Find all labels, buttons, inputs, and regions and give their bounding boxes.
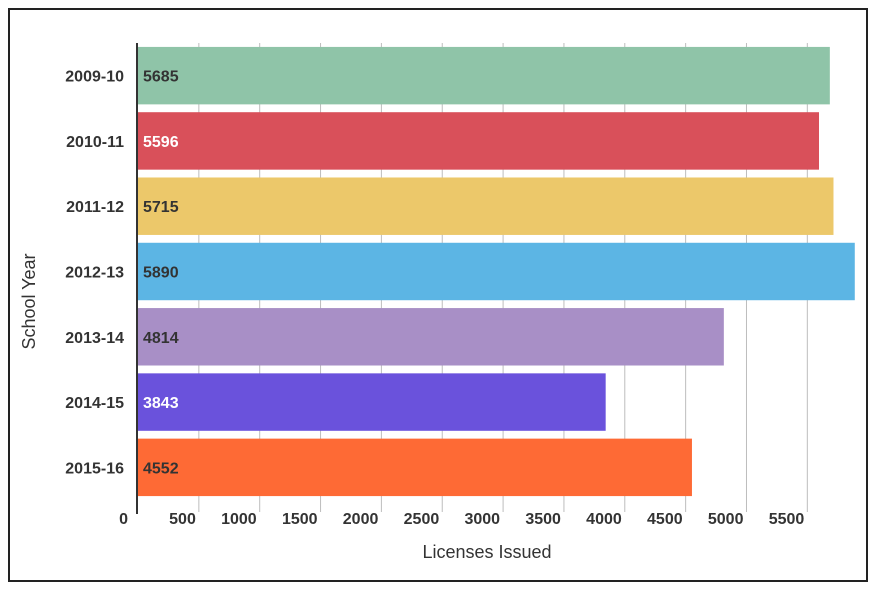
bar [138, 177, 834, 235]
bar [138, 308, 724, 366]
bar-value-label: 4814 [143, 330, 179, 347]
x-tick-label: 4000 [586, 511, 622, 528]
x-tick-label: 2000 [343, 511, 379, 528]
bar [138, 373, 606, 431]
x-tick-label: 1000 [221, 511, 257, 528]
bar-value-labels: 5685 5596 5715 5890 4814 3843 4552 [143, 69, 179, 478]
bar [138, 46, 830, 105]
x-tick-label: 0 [119, 511, 128, 528]
bar-value-label: 5685 [143, 69, 179, 86]
x-tick-label: 3500 [525, 511, 561, 528]
bar-value-label: 5596 [143, 134, 179, 151]
category-label: 2010-11 [66, 134, 124, 151]
x-tick-label: 5500 [769, 511, 805, 528]
bars [138, 46, 855, 497]
category-label: 2015-16 [65, 460, 124, 477]
bar [138, 438, 692, 497]
bar-value-label: 5890 [143, 265, 179, 282]
x-tick-label: 5000 [708, 511, 744, 528]
x-tick-label: 2500 [404, 511, 440, 528]
y-axis-title: School Year [19, 253, 39, 349]
category-label: 2011-12 [66, 199, 124, 216]
category-label: 2013-14 [65, 330, 124, 347]
bar-value-label: 5715 [143, 199, 179, 216]
chart-frame: 5685 5596 5715 5890 4814 3843 4552 2009-10 2010… [8, 8, 868, 582]
x-tick-label: 500 [169, 511, 196, 528]
x-tick-label: 3000 [464, 511, 500, 528]
category-label: 2014-15 [65, 395, 124, 412]
bar-chart: 5685 5596 5715 5890 4814 3843 4552 2009-10 2010… [19, 43, 855, 562]
category-label: 2009-10 [65, 69, 124, 86]
bar [138, 242, 855, 301]
bar-value-label: 4552 [143, 460, 179, 477]
x-tick-labels: 0 500 1000 1500 2000 2500 3000 3500 4000 4500 5000… [119, 511, 804, 528]
x-tick-label: 1500 [282, 511, 318, 528]
x-tick-label: 4500 [647, 511, 683, 528]
x-axis-title: Licenses Issued [422, 542, 551, 562]
bar-value-label: 3843 [143, 395, 179, 412]
category-labels: 2009-10 2010-11 2011-12 2012-13 2013-14 2014-… [65, 69, 124, 478]
category-label: 2012-13 [65, 265, 124, 282]
bar [138, 112, 820, 170]
